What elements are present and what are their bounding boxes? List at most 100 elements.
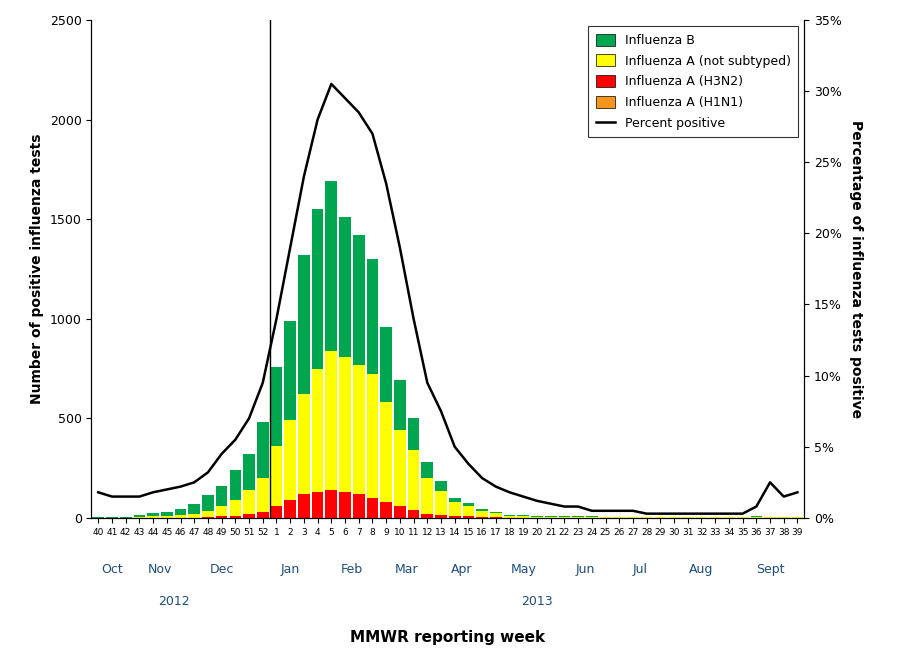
Bar: [257, 478, 269, 512]
Bar: [106, 517, 118, 518]
Bar: [476, 511, 488, 517]
Bar: [92, 517, 104, 518]
Bar: [161, 512, 173, 516]
Bar: [298, 394, 310, 494]
Bar: [325, 181, 337, 351]
Bar: [339, 492, 351, 518]
Bar: [216, 516, 228, 518]
Bar: [188, 514, 200, 518]
Bar: [229, 516, 241, 518]
Text: 2012: 2012: [158, 595, 189, 608]
Bar: [202, 517, 214, 518]
Bar: [408, 450, 420, 510]
Bar: [476, 509, 488, 511]
Text: Aug: Aug: [689, 563, 714, 576]
Bar: [435, 481, 447, 491]
Bar: [435, 515, 447, 518]
Bar: [175, 509, 186, 515]
Bar: [133, 515, 145, 517]
Bar: [421, 462, 433, 478]
Bar: [243, 454, 255, 490]
Bar: [271, 367, 282, 446]
Bar: [435, 491, 447, 515]
Bar: [243, 490, 255, 514]
Bar: [298, 494, 310, 518]
Bar: [394, 430, 406, 506]
Bar: [750, 516, 762, 517]
Bar: [462, 503, 474, 507]
Bar: [421, 478, 433, 514]
Text: Nov: Nov: [148, 563, 172, 576]
Legend: Influenza B, Influenza A (not subtyped), Influenza A (H3N2), Influenza A (H1N1),: Influenza B, Influenza A (not subtyped),…: [589, 26, 798, 137]
Bar: [257, 512, 269, 518]
Bar: [339, 357, 351, 492]
Bar: [367, 374, 378, 498]
Bar: [257, 422, 269, 478]
Text: May: May: [510, 563, 537, 576]
Bar: [490, 513, 502, 517]
Bar: [421, 514, 433, 518]
Bar: [449, 516, 461, 518]
Bar: [367, 259, 378, 374]
Bar: [394, 506, 406, 518]
Bar: [394, 380, 406, 430]
Bar: [147, 513, 159, 516]
Bar: [504, 515, 515, 517]
Bar: [367, 498, 378, 518]
Bar: [243, 514, 255, 518]
Bar: [462, 507, 474, 517]
Y-axis label: Number of positive influenza tests: Number of positive influenza tests: [30, 133, 44, 404]
Bar: [188, 504, 200, 514]
Bar: [216, 486, 228, 506]
Bar: [339, 217, 351, 357]
Bar: [408, 418, 420, 450]
Bar: [380, 327, 392, 402]
Text: Jan: Jan: [281, 563, 300, 576]
Text: MMWR reporting week: MMWR reporting week: [350, 630, 546, 645]
Bar: [449, 502, 461, 516]
Bar: [202, 511, 214, 517]
Bar: [408, 510, 420, 518]
Bar: [175, 515, 186, 518]
Y-axis label: Percentage of influenza tests positive: Percentage of influenza tests positive: [849, 120, 863, 418]
Bar: [161, 516, 173, 518]
Bar: [449, 498, 461, 502]
Text: Sept: Sept: [756, 563, 784, 576]
Bar: [353, 235, 365, 365]
Bar: [202, 495, 214, 511]
Bar: [325, 351, 337, 490]
Text: Jun: Jun: [575, 563, 595, 576]
Bar: [353, 365, 365, 494]
Bar: [284, 321, 296, 420]
Bar: [229, 500, 241, 516]
Bar: [312, 369, 324, 492]
Text: 2013: 2013: [521, 595, 553, 608]
Bar: [353, 494, 365, 518]
Bar: [517, 515, 529, 516]
Bar: [284, 420, 296, 500]
Bar: [380, 502, 392, 518]
Bar: [490, 512, 502, 513]
Bar: [216, 506, 228, 516]
Bar: [284, 500, 296, 518]
Bar: [147, 516, 159, 518]
Bar: [133, 517, 145, 518]
Bar: [229, 470, 241, 500]
Bar: [271, 446, 282, 506]
Bar: [517, 516, 529, 517]
Bar: [476, 517, 488, 518]
Bar: [462, 517, 474, 518]
Text: Dec: Dec: [209, 563, 234, 576]
Text: Feb: Feb: [341, 563, 363, 576]
Text: Apr: Apr: [451, 563, 473, 576]
Bar: [298, 255, 310, 394]
Bar: [312, 492, 324, 518]
Text: Jul: Jul: [632, 563, 647, 576]
Bar: [312, 209, 324, 369]
Bar: [120, 517, 132, 518]
Bar: [380, 402, 392, 502]
Text: Oct: Oct: [101, 563, 122, 576]
Text: Mar: Mar: [395, 563, 419, 576]
Bar: [271, 506, 282, 518]
Bar: [325, 490, 337, 518]
